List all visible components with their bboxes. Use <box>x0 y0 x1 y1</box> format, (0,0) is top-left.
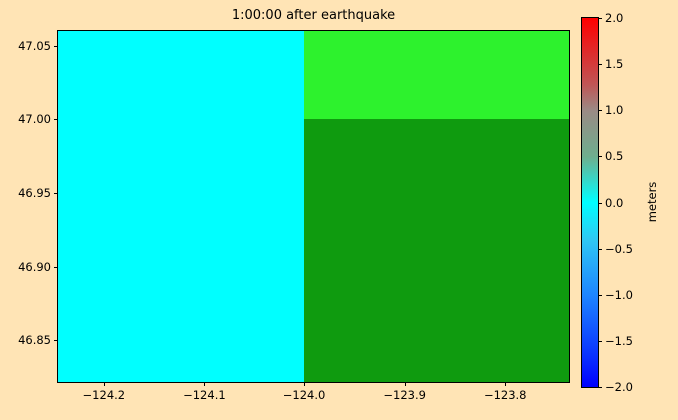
y-tick-mark <box>54 340 58 342</box>
colorbar-tick-label: 0.0 <box>605 195 624 210</box>
x-tick-label: −124.2 <box>82 388 126 402</box>
heatmap-region-land-lower <box>304 119 569 382</box>
colorbar-tick-label: −2.0 <box>605 380 633 394</box>
heatmap-region-water <box>58 31 305 382</box>
x-tick-label: −123.9 <box>383 388 426 402</box>
y-tick-mark <box>54 193 58 195</box>
colorbar-tick-label: −0.5 <box>605 241 633 256</box>
colorbar-tick-mark <box>598 248 602 250</box>
y-tick-mark <box>54 266 58 268</box>
plot-area: −124.2 −124.1 −124.0 −123.9 −123.8 47.05… <box>18 30 570 402</box>
x-tick-label: −123.8 <box>483 388 527 402</box>
x-tick-mark <box>204 382 206 386</box>
colorbar-tick-label: 1.5 <box>605 57 624 72</box>
colorbar: 2.0 1.5 1.0 0.5 0.0 −0.5 −1.0 −1.5 −2.0 <box>581 11 633 394</box>
x-tick-mark <box>505 382 507 386</box>
y-tick-label: 46.95 <box>18 186 51 201</box>
colorbar-axis-label: meters <box>645 181 659 223</box>
x-tick-label: −124.1 <box>183 388 226 402</box>
colorbar-tick-mark <box>598 294 602 296</box>
x-tick-mark <box>103 382 105 386</box>
y-tick-mark <box>54 119 58 121</box>
colorbar-tick-label: −1.5 <box>605 333 633 348</box>
colorbar-tick-mark <box>598 110 602 112</box>
y-tick-label: 47.00 <box>18 112 51 127</box>
y-tick-label: 47.05 <box>18 38 51 53</box>
chart-title: 1:00:00 after earthquake <box>231 8 396 23</box>
colorbar-tick-mark <box>598 156 602 158</box>
y-tick-label: 46.85 <box>18 333 51 348</box>
colorbar-tick-mark <box>598 387 602 388</box>
x-tick-mark <box>404 382 406 386</box>
colorbar-tick-mark <box>598 64 602 66</box>
y-tick-mark <box>54 45 58 47</box>
colorbar-tick-mark <box>598 18 602 19</box>
x-tick-mark <box>304 382 306 386</box>
colorbar-tick-label: 1.0 <box>605 103 624 118</box>
colorbar-tick-label: −1.0 <box>605 287 633 302</box>
colorbar-tick-label: 2.0 <box>605 11 624 25</box>
colorbar-tick-label: 0.5 <box>605 149 624 164</box>
heatmap-region-land-upper <box>304 31 569 120</box>
x-tick-label: −124.0 <box>282 388 326 402</box>
colorbar-tick-mark <box>598 340 602 342</box>
y-tick-label: 46.90 <box>18 259 51 274</box>
colorbar-tick-mark <box>598 202 602 204</box>
